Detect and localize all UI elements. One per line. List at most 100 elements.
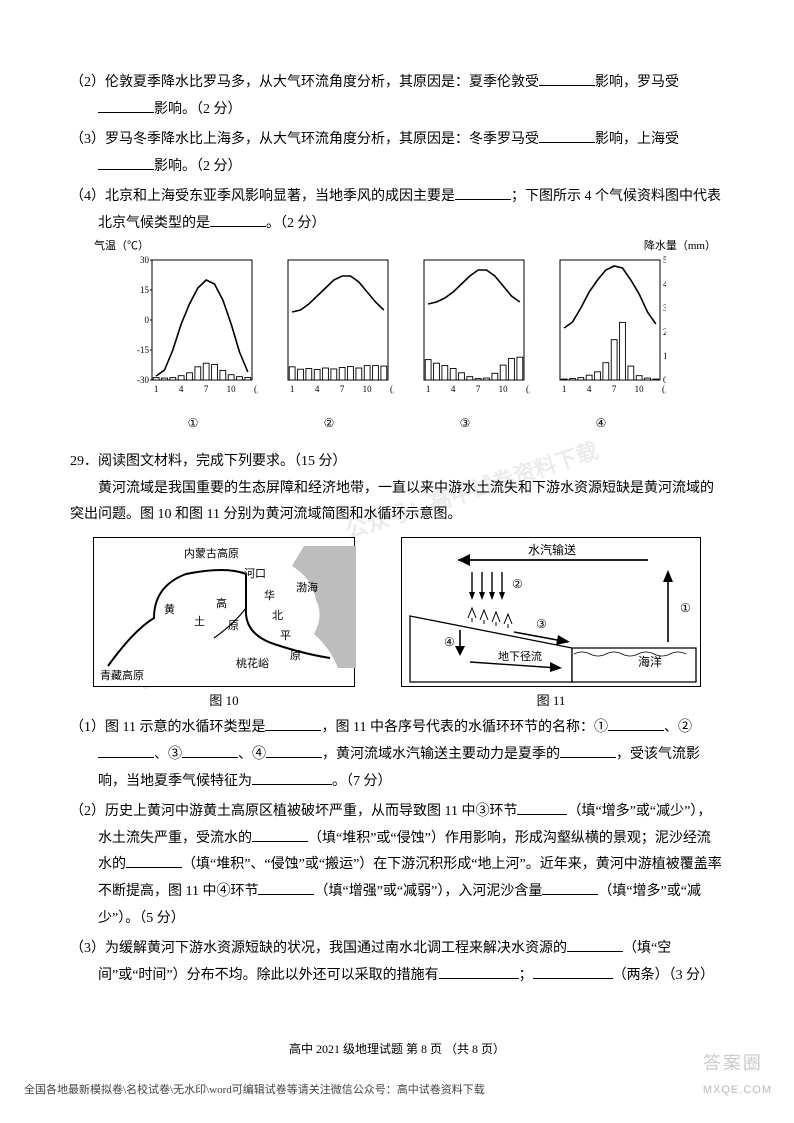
label-ping: 平 [280, 626, 291, 647]
q29-sub-2: （2）历史上黄河中游黄土高原区植被破坏严重，从而导致图 11 中③环节（填“增多… [70, 799, 724, 932]
text: 。（2 分） [266, 216, 326, 231]
svg-text:4: 4 [451, 384, 456, 394]
svg-text:4: 4 [179, 384, 184, 394]
text: （3）为缓解黄河下游水资源短缺的状况，我国通过南水北调工程来解决水资源的 [70, 941, 567, 956]
svg-text:4: 4 [587, 384, 592, 394]
chart-1: 30150-15-3014710(月)① [128, 252, 258, 435]
blank [210, 212, 266, 227]
text: （4）北京和上海受东亚季风影响显著，当地季风的成因主要是 [70, 189, 455, 204]
svg-text:7: 7 [204, 384, 209, 394]
map-11-svg: 水汽输送 ① ② [402, 538, 702, 688]
blank [567, 937, 623, 952]
text: （两条）（3 分） [613, 968, 715, 983]
text: （1）图 11 示意的水循环类型是 [70, 720, 265, 735]
text: ； [519, 968, 533, 983]
blank [608, 716, 664, 731]
label-yuan: 原 [228, 616, 239, 637]
svg-text:地下径流: 地下径流 [498, 649, 542, 663]
blank [126, 853, 182, 868]
q29-sub-1: （1）图 11 示意的水循环类型是 ，图 11 中各序号代表的水循环环节的名称：①… [70, 715, 724, 795]
svg-text:7: 7 [612, 384, 617, 394]
text: 、④ [238, 747, 266, 762]
svg-text:4: 4 [315, 384, 320, 394]
blank [533, 963, 613, 978]
map-11-box: 水汽输送 ① ② [401, 537, 701, 687]
svg-text:(月): (月) [254, 384, 258, 394]
label-thy: 桃花峪 [236, 654, 269, 675]
svg-text:-30: -30 [137, 375, 149, 385]
q-sub-4: （4）北京和上海受东亚季风影响显著，当地季风的成因主要是；下图所示 4 个气候资… [70, 184, 724, 237]
chart-label: ② [264, 412, 394, 435]
blank [252, 769, 332, 784]
question-29: 29．阅读图文材料，完成下列要求。（15 分） 黄河流域是我国重要的生态屏障和经… [70, 449, 724, 989]
chart-3: 14710(月)③ [400, 252, 530, 435]
figure-11: 水汽输送 ① ② [401, 537, 701, 714]
question-continued: （2）伦敦夏季降水比罗马多，从大气环流角度分析，其原因是：夏季伦敦受 影响，罗马受… [70, 70, 724, 238]
blank [98, 743, 154, 758]
svg-text:③: ③ [536, 617, 547, 631]
blank [98, 97, 154, 112]
svg-text:(月): (月) [526, 384, 530, 394]
svg-text:④: ④ [444, 635, 455, 649]
svg-text:(月): (月) [390, 384, 394, 394]
label-bohai: 渤海 [296, 578, 318, 599]
text: 影响。（2 分） [154, 102, 242, 117]
text: （2）伦敦夏季降水比罗马多，从大气环流角度分析，其原因是：夏季伦敦受 [70, 75, 539, 90]
chart-label: ④ [536, 412, 666, 435]
svg-text:10: 10 [227, 384, 237, 394]
label-hua: 华 [264, 586, 275, 607]
label-yuan2: 原 [290, 646, 301, 667]
page-footer-note: 全国各地最新模拟卷\名校试卷\无水印\word可编辑试卷等请关注微信公众号：高中… [24, 1080, 485, 1101]
chart-2: 14710(月)② [264, 252, 394, 435]
blank [266, 743, 322, 758]
blank [542, 880, 598, 895]
svg-text:7: 7 [340, 384, 345, 394]
q29-intro: 黄河流域是我国重要的生态屏障和经济地带，一直以来中游水土流失和下游水资源短缺是黄… [70, 476, 724, 529]
blank [265, 716, 321, 731]
q29-sub-3: （3）为缓解黄河下游水资源短缺的状况，我国通过南水北调工程来解决水资源的（填“空… [70, 936, 724, 989]
svg-text:水汽输送: 水汽输送 [528, 542, 576, 557]
svg-text:海洋: 海洋 [638, 654, 662, 669]
label-huang: 黄 [164, 600, 175, 621]
text: 。（7 分） [332, 774, 392, 789]
caption-10: 图 10 [93, 689, 355, 714]
svg-text:1: 1 [562, 384, 567, 394]
blank [539, 71, 595, 86]
blank [98, 154, 154, 169]
text: （3）罗马冬季降水比上海多，从大气环流角度分析，其原因是：冬季罗马受 [70, 132, 539, 147]
q-sub-3: （3）罗马冬季降水比上海多，从大气环流角度分析，其原因是：冬季罗马受影响，上海受… [70, 127, 724, 180]
chart-label: ③ [400, 412, 530, 435]
chart-label: ① [128, 412, 258, 435]
svg-text:100: 100 [663, 351, 666, 361]
blank [258, 880, 314, 895]
label-tu: 土 [194, 612, 205, 633]
label-gao: 高 [216, 594, 227, 615]
svg-text:(月): (月) [662, 384, 666, 394]
text: 影响。（2 分） [154, 159, 242, 174]
axis-label-prec: 降水量（mm） [644, 236, 716, 257]
svg-text:1: 1 [426, 384, 431, 394]
svg-text:1: 1 [290, 384, 295, 394]
q29-head: 29．阅读图文材料，完成下列要求。（15 分） [70, 449, 724, 476]
climate-charts-row: 气温（℃） 降水量（mm） 30150-15-3014710(月)① 14710… [70, 252, 724, 435]
text: ，图 11 中各序号代表的水循环环节的名称：① [321, 720, 607, 735]
caption-11: 图 11 [401, 689, 701, 714]
text: （2）历史上黄河中游黄土高原区植被破坏严重，从而导致图 11 中③环节 [70, 804, 517, 819]
svg-text:200: 200 [663, 327, 666, 337]
svg-text:②: ② [512, 577, 523, 591]
label-nmg: 内蒙古高原 [184, 544, 239, 565]
svg-text:300: 300 [663, 303, 666, 313]
text: 影响，罗马受 [595, 75, 679, 90]
figure-10: 内蒙古高原 河口 黄 土 高 原 华 北 平 原 渤海 桃花峪 青藏高原 图 1… [93, 537, 355, 714]
svg-text:1: 1 [154, 384, 159, 394]
axis-label-temp: 气温（℃） [94, 236, 149, 257]
svg-text:15: 15 [140, 285, 150, 295]
stamp-line1: 答案圈 [703, 1046, 772, 1080]
svg-text:7: 7 [476, 384, 481, 394]
text: 、③ [154, 747, 182, 762]
svg-text:0: 0 [145, 315, 150, 325]
blank [517, 800, 567, 815]
label-qz: 青藏高原 [100, 666, 144, 687]
text: 、② [664, 720, 692, 735]
label-hk: 河口 [244, 564, 266, 585]
